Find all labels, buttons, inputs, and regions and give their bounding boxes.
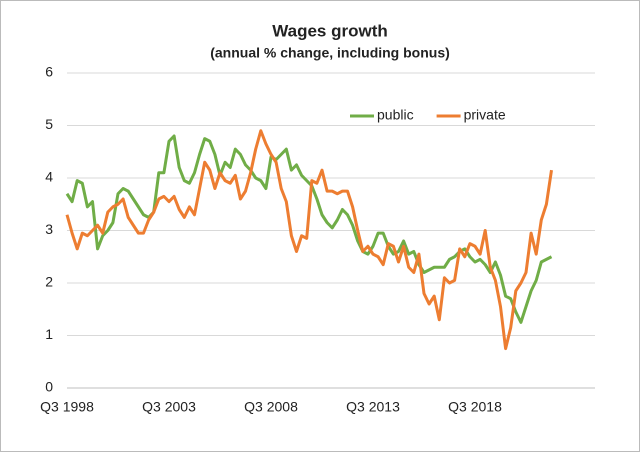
y-tick-label: 5 [45,116,53,132]
series-line [65,129,553,351]
y-tick-label: 0 [45,379,53,395]
x-tick-label: Q3 2018 [448,399,502,415]
legend-label: private [464,107,506,123]
y-tick-label: 3 [45,221,53,237]
x-tick-label: Q3 2013 [346,399,400,415]
x-tick-label: Q3 2003 [142,399,196,415]
x-tick-label: Q3 1998 [40,399,94,415]
y-tick-label: 2 [45,274,53,290]
chart-title: Wages growth [272,21,388,40]
legend-label: public [377,107,414,123]
x-tick-label: Q3 2008 [244,399,298,415]
y-tick-label: 4 [45,169,53,185]
y-tick-label: 1 [45,326,53,342]
y-tick-label: 6 [45,64,53,80]
chart-subtitle: (annual % change, including bonus) [210,45,450,61]
series-line [65,134,553,324]
